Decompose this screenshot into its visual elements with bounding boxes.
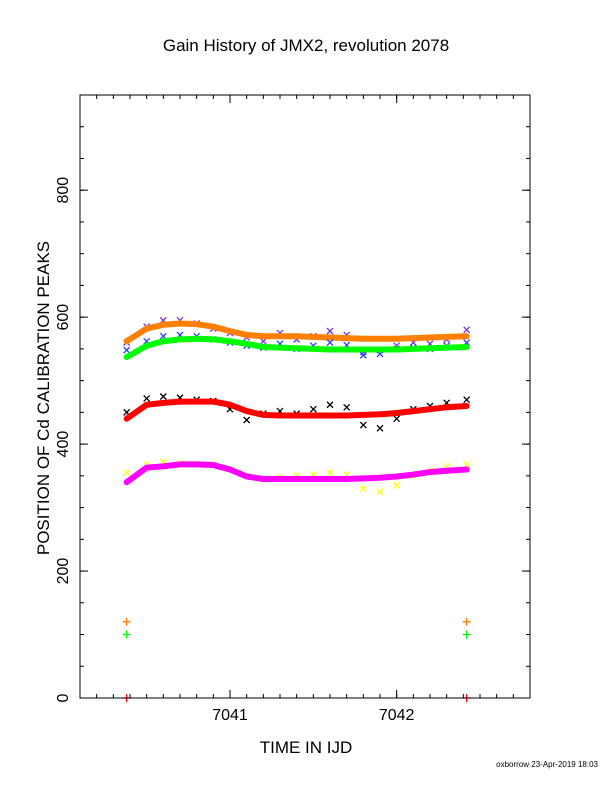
y-axis-label: POSITION OF Cd CALIBRATION PEAKS [34,240,53,556]
data-point [393,481,401,489]
series-line [123,320,470,345]
data-point [326,469,334,477]
data-point [326,401,334,409]
data-point [463,326,471,334]
footer-stamp: oxborrow 23-Apr-2019 18:03 [496,760,598,769]
data-point [359,421,367,429]
data-point [463,396,471,404]
x-tick-label: 7042 [379,707,415,724]
plot-frame [79,94,531,699]
data-point [159,393,167,400]
chart-marks [122,316,471,702]
series-9 [122,630,471,639]
series-line [123,398,470,422]
series-1 [123,320,470,345]
data-point [393,415,401,423]
series-8 [122,617,471,626]
data-point [243,416,251,424]
data-point [462,630,471,639]
data-point [143,394,151,402]
x-axis-label: TIME IN IJD [259,738,353,757]
data-point [359,351,367,359]
y-tick-label: 800 [55,177,72,204]
series-7 [123,461,470,486]
series-3 [123,335,470,361]
data-point [309,405,317,413]
data-point [123,346,131,354]
y-tick-label: 200 [55,558,72,585]
data-point [123,469,131,477]
data-point [462,617,471,626]
data-point [376,424,384,432]
data-point [463,460,471,468]
x-tick-label: 7041 [212,707,248,724]
data-point [122,617,131,626]
series-line [123,335,470,361]
chart-axes: 0 200 400 600 800 7041 7042 [55,94,531,724]
series-5 [123,398,470,422]
y-tick-label: 400 [55,431,72,458]
chart-title: Gain History of JMX2, revolution 2078 [162,36,450,55]
data-point [122,630,131,639]
data-point [343,403,351,411]
data-point [359,485,367,492]
data-point [259,337,267,345]
data-point [376,488,384,496]
data-point [326,339,334,347]
series-line [123,461,470,486]
y-tick-label: 0 [55,693,72,702]
y-tick-label: 600 [55,304,72,331]
data-point [326,327,334,335]
